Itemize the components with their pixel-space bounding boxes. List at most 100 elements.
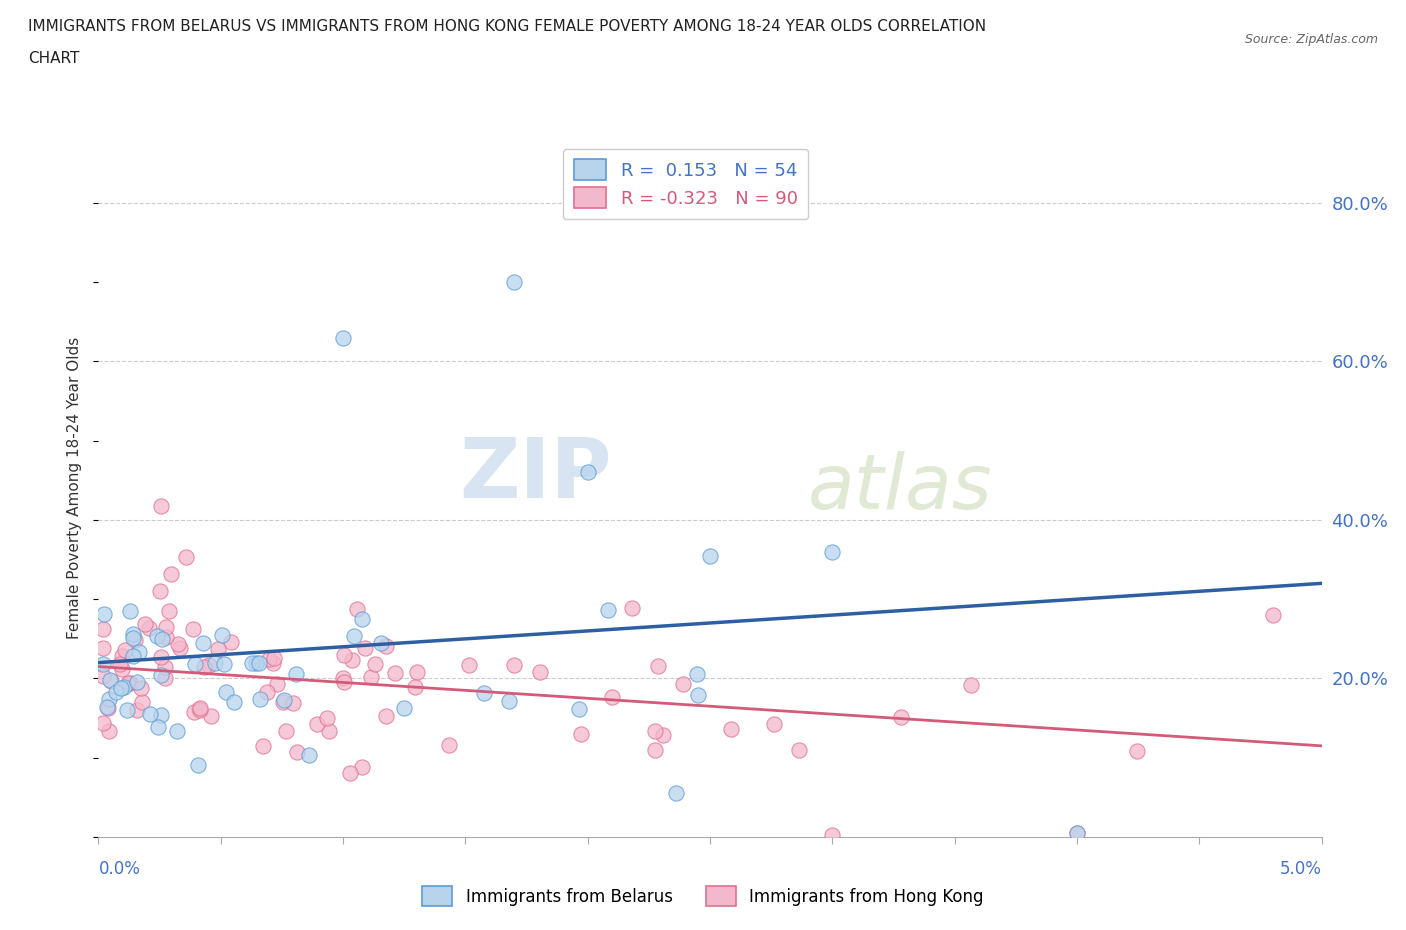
Point bbox=[346, 601, 368, 616]
Point bbox=[91, 621, 114, 636]
Point bbox=[821, 827, 844, 842]
Point bbox=[125, 702, 148, 717]
Text: 5.0%: 5.0% bbox=[1279, 860, 1322, 878]
Point bbox=[91, 716, 114, 731]
Point bbox=[112, 679, 135, 694]
Point bbox=[503, 274, 526, 289]
Point bbox=[276, 724, 298, 738]
Point bbox=[370, 635, 392, 650]
Point bbox=[166, 724, 188, 738]
Point bbox=[222, 694, 245, 709]
Point bbox=[204, 656, 226, 671]
Point bbox=[600, 689, 623, 704]
Point bbox=[219, 635, 242, 650]
Point bbox=[190, 703, 212, 718]
Point bbox=[155, 671, 177, 685]
Point bbox=[644, 742, 666, 757]
Point bbox=[596, 603, 619, 618]
Point bbox=[685, 667, 707, 682]
Point bbox=[122, 648, 145, 663]
Point bbox=[121, 626, 143, 641]
Point bbox=[96, 699, 118, 714]
Point bbox=[647, 658, 669, 673]
Legend: R =  0.153   N = 54, R = -0.323   N = 90: R = 0.153 N = 54, R = -0.323 N = 90 bbox=[562, 149, 808, 219]
Point bbox=[153, 659, 176, 674]
Point bbox=[191, 635, 214, 650]
Point bbox=[271, 695, 294, 710]
Point bbox=[93, 606, 115, 621]
Text: Source: ZipAtlas.com: Source: ZipAtlas.com bbox=[1244, 33, 1378, 46]
Point bbox=[240, 656, 263, 671]
Point bbox=[699, 548, 721, 563]
Point bbox=[247, 656, 270, 671]
Point bbox=[340, 653, 363, 668]
Point bbox=[149, 584, 172, 599]
Point bbox=[91, 657, 114, 671]
Point bbox=[576, 465, 599, 480]
Point bbox=[350, 612, 373, 627]
Point bbox=[150, 631, 173, 646]
Point bbox=[384, 666, 406, 681]
Point bbox=[111, 662, 134, 677]
Point bbox=[207, 642, 229, 657]
Point bbox=[131, 695, 153, 710]
Point bbox=[150, 498, 173, 513]
Point bbox=[360, 670, 382, 684]
Point bbox=[259, 652, 281, 667]
Point bbox=[215, 684, 238, 699]
Point bbox=[498, 694, 520, 709]
Point bbox=[118, 675, 141, 690]
Point bbox=[125, 674, 148, 689]
Point bbox=[252, 738, 274, 753]
Point bbox=[134, 617, 156, 631]
Point bbox=[374, 638, 396, 653]
Point bbox=[97, 701, 120, 716]
Point bbox=[117, 702, 139, 717]
Point bbox=[688, 688, 710, 703]
Point bbox=[188, 702, 211, 717]
Point bbox=[394, 700, 416, 715]
Point bbox=[157, 604, 180, 618]
Point bbox=[332, 648, 354, 663]
Point bbox=[212, 657, 235, 671]
Point bbox=[184, 657, 207, 671]
Point bbox=[672, 676, 695, 691]
Point bbox=[568, 701, 591, 716]
Text: CHART: CHART bbox=[28, 51, 80, 66]
Point bbox=[263, 651, 285, 666]
Point bbox=[266, 677, 288, 692]
Point bbox=[91, 669, 114, 684]
Point bbox=[569, 727, 592, 742]
Point bbox=[890, 710, 912, 724]
Point bbox=[105, 684, 128, 699]
Point bbox=[621, 601, 644, 616]
Point bbox=[110, 649, 132, 664]
Point bbox=[332, 330, 354, 345]
Point bbox=[1066, 826, 1088, 841]
Point bbox=[91, 641, 114, 656]
Text: 0.0%: 0.0% bbox=[98, 860, 141, 878]
Point bbox=[149, 708, 172, 723]
Point bbox=[167, 637, 190, 652]
Point bbox=[318, 724, 340, 738]
Point bbox=[183, 704, 205, 719]
Point bbox=[114, 643, 136, 658]
Point bbox=[352, 760, 374, 775]
Point bbox=[651, 727, 673, 742]
Point bbox=[149, 649, 172, 664]
Point bbox=[762, 716, 785, 731]
Legend: Immigrants from Belarus, Immigrants from Hong Kong: Immigrants from Belarus, Immigrants from… bbox=[416, 880, 990, 912]
Point bbox=[960, 678, 983, 693]
Point bbox=[1125, 743, 1147, 758]
Point bbox=[188, 701, 211, 716]
Point bbox=[333, 675, 356, 690]
Point bbox=[529, 664, 551, 679]
Point bbox=[200, 708, 222, 723]
Point bbox=[120, 604, 142, 618]
Point bbox=[181, 621, 204, 636]
Text: ZIP: ZIP bbox=[460, 433, 612, 515]
Text: atlas: atlas bbox=[808, 451, 993, 525]
Point bbox=[404, 680, 426, 695]
Point bbox=[406, 665, 429, 680]
Point bbox=[138, 620, 160, 635]
